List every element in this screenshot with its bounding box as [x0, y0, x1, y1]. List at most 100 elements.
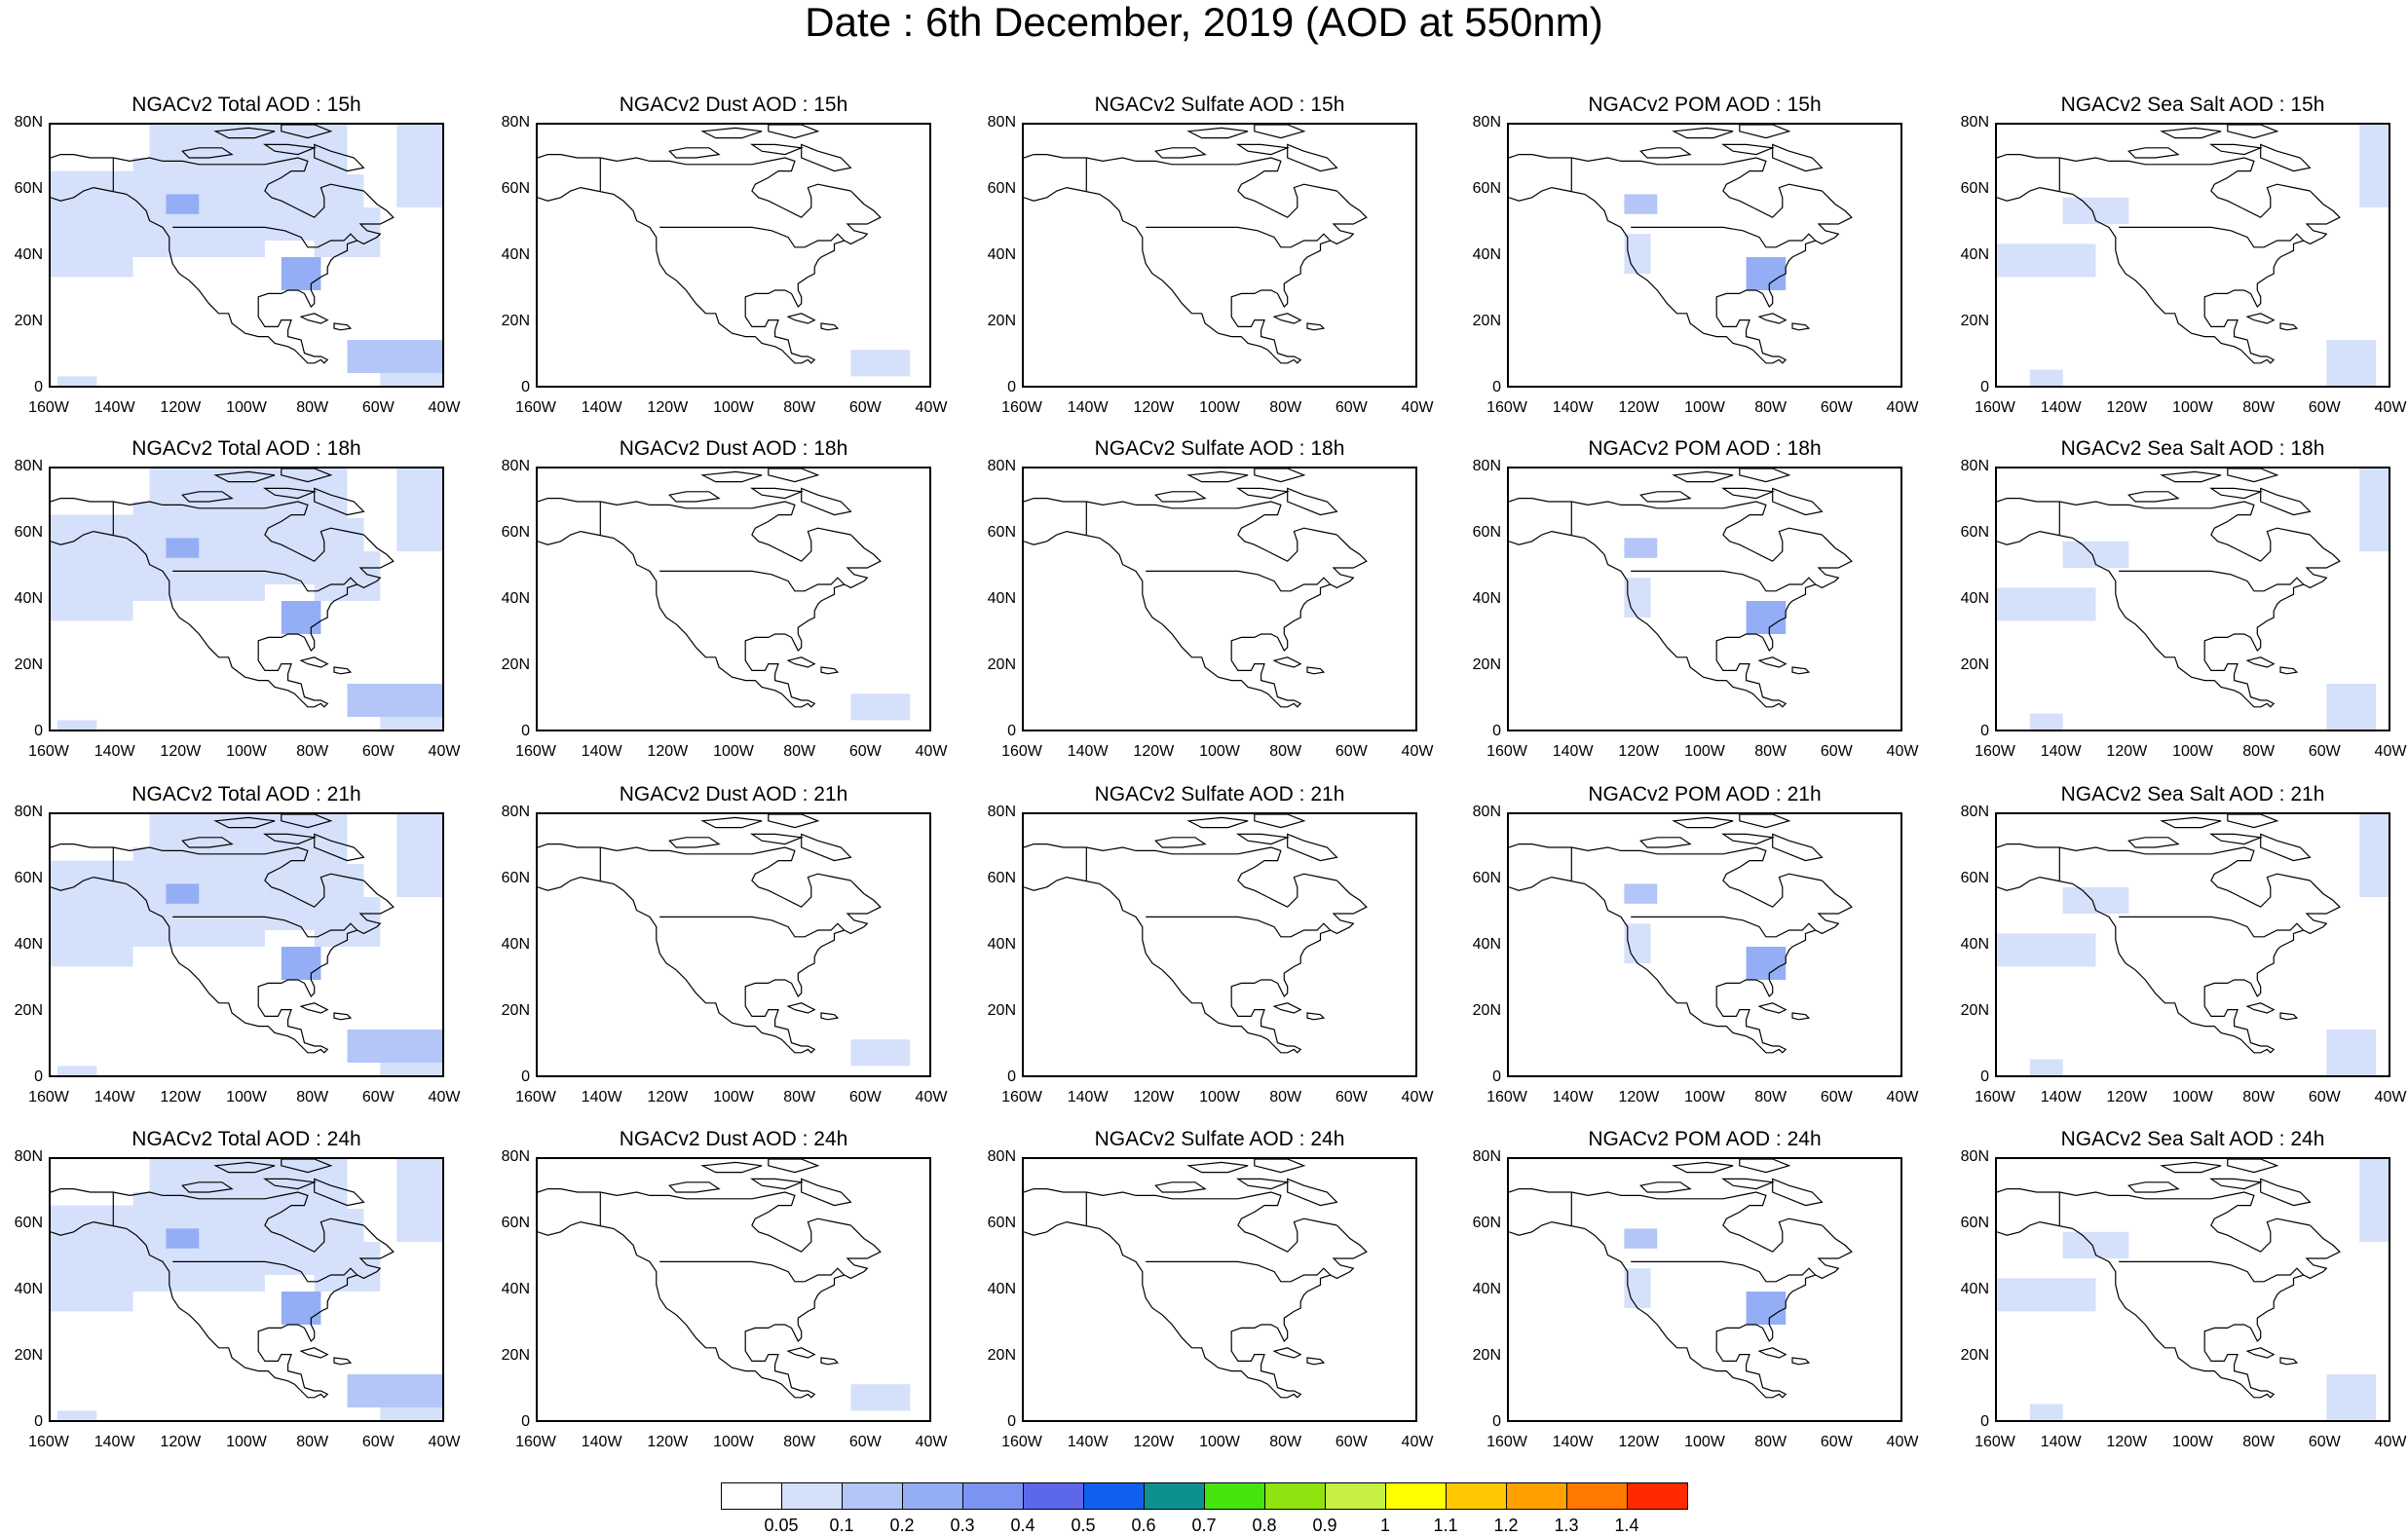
aod-shading: [1997, 587, 2096, 621]
lat-tick-label: 40N: [1472, 1281, 1501, 1297]
island-outline: [820, 322, 840, 331]
lon-tick-label: 80W: [1269, 1089, 1302, 1105]
lon-tick-label: 60W: [2308, 399, 2341, 416]
panel-title: NGACv2 Sulfate AOD : 18h: [1094, 437, 1345, 460]
island-outline: [1186, 470, 1249, 483]
island-outline: [2260, 833, 2312, 862]
island-outline: [668, 1181, 721, 1193]
island-outline: [1272, 1002, 1302, 1014]
aod-shading: [2029, 1059, 2063, 1075]
lon-tick-label: 120W: [160, 743, 202, 760]
map-plot-area: [1507, 123, 1902, 388]
island-outline: [213, 816, 276, 829]
lat-tick-label: 80N: [14, 458, 43, 474]
lon-tick-label: 140W: [2040, 1434, 2082, 1450]
lon-tick-label: 120W: [160, 399, 202, 416]
map-canvas: [51, 814, 442, 1075]
map-panel: NGACv2 POM AOD : 15h 0 20N 40N 60N 80N 160W 140…: [1458, 86, 1941, 429]
island-outline: [1757, 313, 1787, 324]
lon-tick-label: 60W: [361, 399, 395, 416]
arctic-coastline: [1997, 1188, 2311, 1253]
arctic-coastline: [1509, 1188, 1823, 1253]
island-outline: [2208, 143, 2264, 156]
island-outline: [1235, 833, 1291, 845]
map-canvas: [1024, 468, 1368, 708]
island-outline: [213, 470, 276, 483]
lon-tick-label: 140W: [1552, 743, 1594, 760]
lon-tick-label: 40W: [2374, 1089, 2407, 1105]
lon-tick-label: 160W: [515, 1434, 556, 1450]
lon-tick-label: 80W: [296, 743, 329, 760]
lat-tick-label: 80N: [14, 804, 43, 820]
lat-tick-label: 20N: [1960, 1002, 1989, 1019]
lat-tick-label: 20N: [501, 313, 530, 329]
island-outline: [786, 656, 816, 668]
lat-tick-label: 60N: [987, 180, 1016, 197]
island-outline: [1772, 487, 1824, 516]
island-outline: [1254, 125, 1306, 139]
island-outline: [1791, 1357, 1811, 1366]
coastline: [1024, 876, 1368, 1054]
map-canvas: [1997, 1159, 2389, 1420]
island-outline: [1791, 666, 1811, 675]
island-outline: [1772, 1178, 1824, 1207]
aod-shading: [850, 1039, 911, 1067]
lat-tick-label: 0: [1492, 379, 1501, 395]
lat-tick-label: 80N: [987, 114, 1016, 131]
island-outline: [1739, 125, 1791, 139]
island-outline: [1791, 1012, 1811, 1021]
colorbar-swatch: [1627, 1482, 1688, 1510]
lat-tick-label: 0: [521, 379, 530, 395]
island-outline: [1254, 468, 1306, 483]
lon-tick-label: 100W: [713, 743, 754, 760]
island-outline: [749, 143, 805, 156]
island-outline: [299, 1002, 329, 1014]
map-panel: NGACv2 Sea Salt AOD : 18h 0 20N 40N 60N 80N 16…: [1946, 430, 2408, 772]
lon-tick-label: 100W: [2172, 1089, 2213, 1105]
island-outline: [262, 143, 318, 156]
lon-tick-label: 160W: [1975, 1089, 2015, 1105]
lat-tick-label: 80N: [1472, 804, 1501, 820]
island-outline: [700, 127, 763, 139]
lat-tick-label: 20N: [1472, 656, 1501, 673]
colorbar-label: 0.7: [1191, 1516, 1217, 1535]
island-outline: [1757, 1002, 1787, 1014]
map-panel: NGACv2 Sea Salt AOD : 15h 0 20N 40N 60N 80N 16…: [1946, 86, 2408, 429]
island-outline: [768, 468, 820, 483]
lat-tick-label: 0: [1007, 1068, 1016, 1085]
panel-title: NGACv2 POM AOD : 18h: [1588, 437, 1822, 460]
island-outline: [768, 1159, 820, 1174]
aod-shading: [2359, 468, 2389, 551]
panel-title: NGACv2 Sulfate AOD : 15h: [1094, 94, 1345, 116]
aod-shading: [1997, 933, 2096, 967]
lon-tick-label: 120W: [1618, 743, 1660, 760]
island-outline: [1272, 313, 1302, 324]
island-outline: [2227, 125, 2279, 139]
panel-title: NGACv2 Sea Salt AOD : 21h: [2060, 783, 2325, 805]
map-panel: NGACv2 Dust AOD : 21h 0 20N 40N 60N 80N 160W 14…: [487, 775, 970, 1118]
colorbar-label: 0.05: [764, 1516, 799, 1535]
lat-tick-label: 20N: [1960, 313, 1989, 329]
aod-shading: [1746, 947, 1787, 980]
lon-tick-label: 100W: [713, 399, 754, 416]
lat-tick-label: 20N: [501, 656, 530, 673]
coastline: [1997, 186, 2341, 364]
aod-shading: [2359, 1159, 2389, 1242]
lon-tick-label: 80W: [296, 1089, 329, 1105]
coastline: [1024, 530, 1368, 708]
lon-tick-label: 80W: [2242, 1089, 2276, 1105]
lat-tick-label: 40N: [1960, 936, 1989, 953]
aod-shading: [396, 125, 442, 207]
aod-shading: [281, 601, 321, 634]
aod-shading: [1624, 538, 1658, 558]
map-panel: NGACv2 Total AOD : 15h 0 20N 40N 60N 80N 160W 1…: [0, 86, 483, 429]
aod-shading: [56, 376, 97, 386]
island-outline: [281, 1159, 333, 1174]
island-outline: [2279, 1357, 2299, 1366]
lat-tick-label: 0: [1007, 379, 1016, 395]
colorbar-label: 1.2: [1493, 1516, 1519, 1535]
island-outline: [1639, 1181, 1692, 1193]
island-outline: [314, 143, 365, 172]
lat-tick-label: 60N: [501, 870, 530, 886]
lon-tick-label: 140W: [2040, 1089, 2082, 1105]
